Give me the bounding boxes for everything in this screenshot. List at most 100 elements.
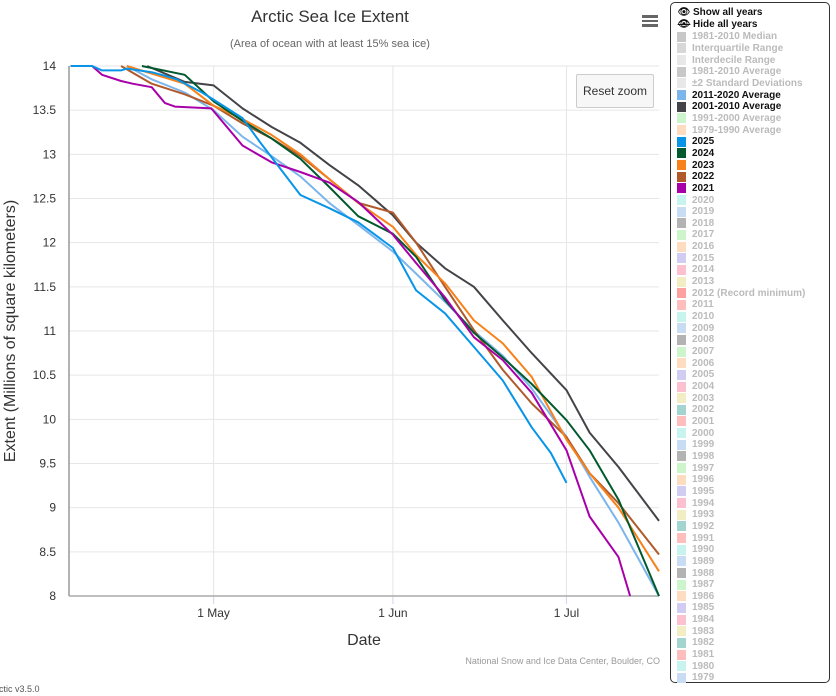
eye-slash-icon: 👁	[677, 19, 691, 30]
legend-item[interactable]: 2000	[677, 427, 829, 439]
legend-label: 2008	[692, 334, 715, 346]
legend-swatch	[677, 136, 686, 147]
legend-swatch	[677, 241, 686, 252]
legend-item[interactable]: 1993	[677, 509, 829, 521]
legend-item[interactable]: 2021	[677, 183, 829, 195]
legend-label: 2022	[692, 171, 715, 183]
legend-item[interactable]: 2008	[677, 334, 829, 346]
legend-item[interactable]: 1991-2000 Average	[677, 113, 829, 125]
legend-label: 2001	[692, 415, 715, 427]
legend-item[interactable]: 1979-1990 Average	[677, 124, 829, 136]
legend-label: 2001-2010 Average	[692, 101, 782, 113]
legend-label: 2025	[692, 136, 715, 148]
legend-item[interactable]: 2015	[677, 252, 829, 264]
legend-item[interactable]: 1992	[677, 521, 829, 533]
legend-label: 2000	[692, 427, 715, 439]
legend-item[interactable]: 2009	[677, 322, 829, 334]
legend-label: 2010	[692, 311, 715, 323]
legend-label: 1985	[692, 602, 715, 614]
legend-swatch	[677, 31, 686, 42]
reset-zoom-button[interactable]: Reset zoom	[576, 74, 654, 108]
legend-item[interactable]: 2023	[677, 159, 829, 171]
legend-label: 2013	[692, 276, 715, 288]
legend-item[interactable]: 2012 (Record minimum)	[677, 287, 829, 299]
series-line-2001-2010-average	[146, 65, 660, 522]
legend-item[interactable]: 2004	[677, 381, 829, 393]
show-all-label: Show all years	[693, 7, 763, 18]
y-tick-label: 12	[43, 236, 57, 250]
hide-all-years-button[interactable]: 👁 Hide all years	[677, 19, 829, 31]
legend-item[interactable]: 1979	[677, 672, 829, 684]
legend-label: 1991	[692, 532, 715, 544]
legend-item[interactable]: 1996	[677, 474, 829, 486]
legend-label: 2019	[692, 206, 715, 218]
hamburger-icon[interactable]	[642, 13, 658, 29]
legend-swatch	[677, 206, 686, 217]
legend-item[interactable]: 2007	[677, 346, 829, 358]
legend-item[interactable]: 1998	[677, 451, 829, 463]
legend-item[interactable]: 1990	[677, 544, 829, 556]
legend-item[interactable]: 2013	[677, 276, 829, 288]
legend-item[interactable]: 1995	[677, 486, 829, 498]
legend-label: 1991-2000 Average	[692, 112, 782, 124]
legend-item[interactable]: 2001	[677, 416, 829, 428]
legend-item[interactable]: 2005	[677, 369, 829, 381]
legend-item[interactable]: 2002	[677, 404, 829, 416]
legend-item[interactable]: 1981	[677, 649, 829, 661]
legend-item[interactable]: 2003	[677, 392, 829, 404]
legend-item[interactable]: 1985	[677, 602, 829, 614]
legend-item[interactable]: 1987	[677, 579, 829, 591]
legend-item[interactable]: 2016	[677, 241, 829, 253]
legend-item[interactable]: 2018	[677, 218, 829, 230]
legend-item[interactable]: 1983	[677, 625, 829, 637]
legend-label: Interdecile Range	[692, 54, 776, 66]
legend-item[interactable]: 2025	[677, 136, 829, 148]
y-axis-title: Extent (Millions of square kilometers)	[2, 200, 19, 462]
legend-item[interactable]: Interquartile Range	[677, 43, 829, 55]
legend-swatch	[677, 637, 686, 648]
legend-item[interactable]: 2017	[677, 229, 829, 241]
legend-item[interactable]: 2006	[677, 357, 829, 369]
legend-item[interactable]: 2011-2020 Average	[677, 89, 829, 101]
legend-label: 2011-2020 Average	[692, 89, 781, 101]
legend: 👁 Show all years 👁 Hide all years 1981-2…	[670, 2, 830, 683]
legend-item[interactable]: 1991	[677, 532, 829, 544]
legend-item[interactable]: 2024	[677, 148, 829, 160]
legend-swatch	[677, 171, 686, 182]
legend-item[interactable]: Interdecile Range	[677, 54, 829, 66]
credits-link[interactable]: National Snow and Ice Data Center, Bould…	[465, 656, 660, 666]
legend-swatch	[677, 591, 686, 602]
legend-swatch	[677, 369, 686, 380]
legend-item[interactable]: 1997	[677, 462, 829, 474]
legend-item[interactable]: 1999	[677, 439, 829, 451]
legend-item[interactable]: 1980	[677, 660, 829, 672]
legend-item[interactable]: 1984	[677, 614, 829, 626]
legend-item[interactable]: 1981-2010 Average	[677, 66, 829, 78]
legend-item[interactable]: ±2 Standard Deviations	[677, 78, 829, 90]
legend-item[interactable]: 1986	[677, 591, 829, 603]
legend-item[interactable]: 1981-2010 Median	[677, 31, 829, 43]
legend-swatch	[677, 323, 686, 334]
legend-item[interactable]: 1982	[677, 637, 829, 649]
legend-item[interactable]: 2019	[677, 206, 829, 218]
series-line-2024	[141, 65, 660, 597]
legend-label: 2006	[692, 357, 715, 369]
legend-item[interactable]: 2001-2010 Average	[677, 101, 829, 113]
legend-item[interactable]: 1989	[677, 556, 829, 568]
show-all-years-button[interactable]: 👁 Show all years	[677, 7, 829, 19]
legend-label: 2024	[692, 147, 715, 159]
legend-item[interactable]: 2011	[677, 299, 829, 311]
y-tick-label: 8.5	[39, 545, 56, 559]
legend-item[interactable]: 2010	[677, 311, 829, 323]
y-tick-label: 9	[49, 501, 56, 515]
legend-label: 1979	[692, 672, 715, 684]
legend-item[interactable]: 2020	[677, 194, 829, 206]
legend-swatch	[677, 276, 686, 287]
legend-label: 1980	[692, 660, 715, 672]
legend-swatch	[677, 311, 686, 322]
legend-item[interactable]: 1988	[677, 567, 829, 579]
legend-label: 2004	[692, 381, 715, 393]
legend-item[interactable]: 1994	[677, 497, 829, 509]
legend-item[interactable]: 2014	[677, 264, 829, 276]
legend-item[interactable]: 2022	[677, 171, 829, 183]
